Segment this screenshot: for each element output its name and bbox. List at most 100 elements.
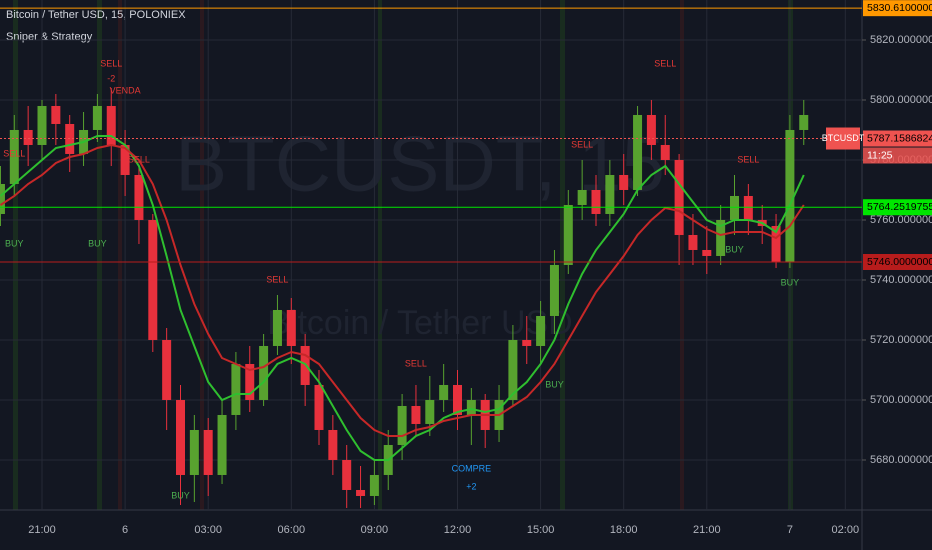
candle-body (51, 105, 61, 124)
price-label-bg (863, 199, 932, 216)
watermark-sub: Bitcoin / Tether USD (267, 304, 573, 342)
signal-label: BUY (545, 379, 564, 389)
candle-body (660, 144, 670, 160)
time-tag: 11:25 (867, 149, 893, 161)
signal-label: COMPRE (452, 463, 492, 473)
price-label-bg (863, 0, 932, 17)
y-tick-label: 5820.00000000 (870, 34, 932, 46)
band (13, 0, 18, 510)
band (378, 0, 382, 510)
candle-body (120, 144, 130, 175)
x-tick-label: 02:00 (832, 524, 860, 536)
price-label-bg (863, 253, 932, 270)
x-tick-label: 21:00 (693, 524, 721, 536)
candle-body (730, 195, 739, 220)
signal-label: BUY (88, 238, 107, 248)
candle-body (688, 234, 698, 250)
signal-label: SELL (571, 139, 593, 149)
y-tick-label: 5800.00000000 (870, 94, 932, 106)
price-label: 5746.00000000 (867, 256, 932, 268)
band (680, 0, 684, 510)
candle-body (286, 309, 296, 346)
price-label: 5830.61000000 (867, 2, 932, 14)
signal-label: SELL (100, 58, 122, 68)
price-label: 5787.15868242 (867, 132, 932, 144)
candle-body (799, 114, 809, 130)
signal-label: VENDA (110, 85, 141, 95)
time-tag-bg (863, 147, 932, 164)
candle-body (646, 114, 656, 145)
candle-body (217, 414, 227, 475)
chart-title: Bitcoin / Tether USD, 15, POLONIEX (6, 9, 186, 21)
candle-body (743, 195, 753, 220)
signal-label: SELL (3, 148, 25, 158)
candle-body (92, 105, 102, 130)
candle-body (23, 129, 33, 145)
candle-body (453, 384, 462, 415)
x-tick-label: 15:00 (527, 524, 555, 536)
candle-body (508, 339, 518, 400)
signal-label: SELL (266, 274, 288, 284)
candle-body (411, 405, 421, 424)
symbol-tag: BTCUSDT (822, 133, 865, 143)
ma-line (0, 143, 805, 437)
signal-label: BUY (725, 244, 744, 254)
candle-body (356, 489, 366, 496)
candle-body (231, 363, 241, 415)
candle-body (536, 315, 546, 346)
candle-body (591, 189, 601, 214)
signal-label: BUY (5, 238, 24, 248)
candle-body (425, 399, 435, 424)
x-tick-label: 21:00 (28, 524, 56, 536)
candle-body (148, 219, 158, 340)
y-tick-label: 5680.00000000 (870, 454, 932, 466)
candle-body (702, 249, 712, 256)
price-label-bg (863, 130, 932, 147)
x-tick-label: 06:00 (278, 524, 306, 536)
signal-label: SELL (405, 358, 427, 368)
candle-body (134, 174, 144, 220)
candle-body (439, 384, 449, 400)
candle-body (259, 345, 269, 400)
band (560, 0, 565, 510)
candle-body (633, 114, 643, 190)
candle-body (203, 429, 213, 475)
symbol-tag-bg (826, 127, 860, 150)
ma-line (0, 135, 805, 461)
candle-body (785, 129, 795, 262)
band (200, 0, 204, 510)
candle-body (37, 105, 47, 145)
signal-label: BUY (171, 490, 190, 500)
watermark: BTCUSDT, 15 (175, 120, 665, 208)
candle-body (189, 429, 199, 475)
candle-body (106, 105, 116, 145)
signal-label: BUY (781, 277, 800, 287)
candle-body (522, 339, 532, 346)
labels: 5680.00000000 5700.00000000 5720.00000000 5… (3, 0, 932, 536)
candle-body (369, 474, 379, 496)
signal-label: -2 (107, 73, 115, 83)
candle-body (549, 264, 559, 316)
indicator-name: Sniper & Strategy (6, 31, 93, 43)
candle-body (716, 219, 726, 256)
x-tick-label: 09:00 (361, 524, 389, 536)
band (118, 0, 122, 510)
x-tick-label: 12:00 (444, 524, 472, 536)
signal-label: SELL (737, 154, 759, 164)
y-tick-label: 5720.00000000 (870, 334, 932, 346)
signal-label: +2 (466, 481, 476, 491)
x-tick-label: 6 (122, 524, 128, 536)
y-tick-label: 5760.00000000 (870, 214, 932, 226)
candle-body (577, 189, 587, 205)
y-tick-label: 5740.00000000 (870, 274, 932, 286)
price-label: 5764.25197551 (867, 201, 932, 213)
candle-body (0, 183, 5, 214)
candle-body (162, 339, 172, 400)
candle-body (771, 225, 781, 262)
candle-body (245, 363, 255, 400)
candle-body (619, 174, 629, 190)
candle-body (466, 399, 476, 415)
candle-body (605, 174, 615, 214)
